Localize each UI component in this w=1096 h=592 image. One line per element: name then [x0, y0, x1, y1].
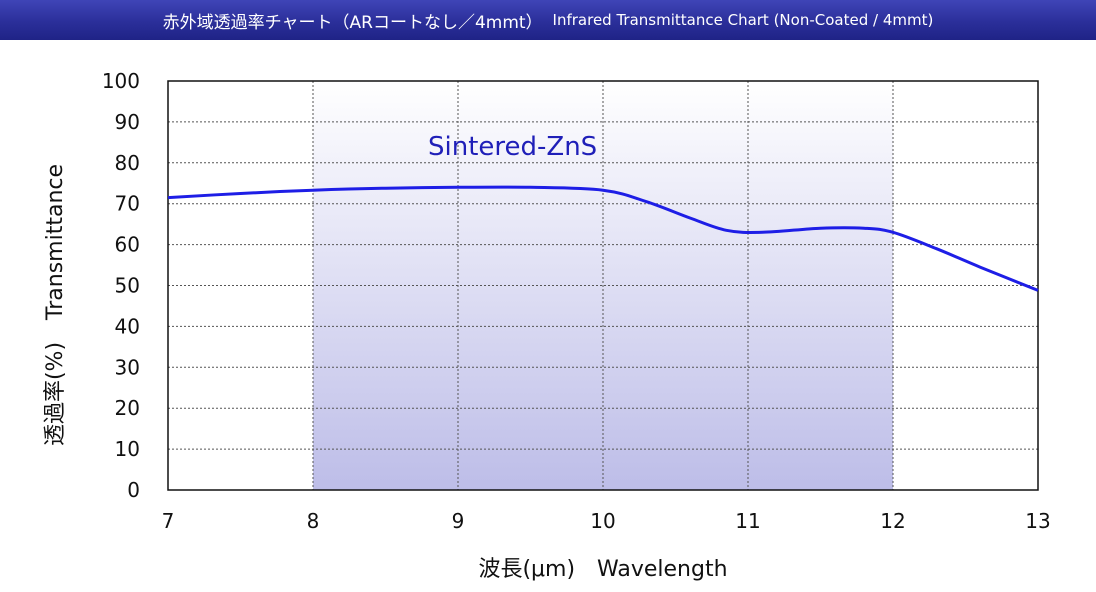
chart-title-english: Infrared Transmittance Chart (Non-Coated… [552, 11, 934, 29]
y-tick-label: 60 [115, 233, 140, 257]
y-tick-label: 70 [115, 192, 140, 216]
chart-title-japanese: 赤外域透過率チャート（ARコートなし／4mmt） [162, 12, 543, 33]
title-bar: 赤外域透過率チャート（ARコートなし／4mmt） Infrared Transm… [0, 0, 1096, 40]
y-tick-label: 50 [115, 274, 140, 298]
x-tick-label: 12 [880, 509, 905, 533]
x-axis-title: 波長(μm) Wavelength [478, 557, 727, 582]
y-tick-labels: 0 10 20 30 40 50 60 70 80 90 100 [102, 69, 140, 502]
series-label: Sintered-ZnS [428, 132, 597, 162]
x-tick-label: 9 [452, 509, 465, 533]
x-tick-label: 11 [735, 509, 760, 533]
y-tick-label: 0 [127, 478, 140, 502]
x-tick-label: 7 [162, 509, 175, 533]
x-tick-label: 13 [1025, 509, 1050, 533]
y-tick-label: 100 [102, 69, 140, 93]
series-line-sintered-zns [167, 185, 1039, 292]
y-tick-label: 80 [115, 151, 140, 175]
grid-lines [168, 81, 1038, 490]
y-tick-label: 30 [115, 355, 140, 379]
y-tick-label: 40 [115, 314, 140, 338]
plot-frame [167, 80, 1039, 491]
x-tick-label: 8 [307, 509, 320, 533]
y-tick-label: 20 [115, 396, 140, 420]
x-tick-labels: 7 8 9 10 11 12 13 [162, 509, 1051, 533]
y-tick-label: 90 [115, 110, 140, 134]
y-axis-title: 透過率(%) Transmittance [43, 164, 68, 446]
y-tick-label: 10 [115, 437, 140, 461]
x-tick-label: 10 [590, 509, 615, 533]
